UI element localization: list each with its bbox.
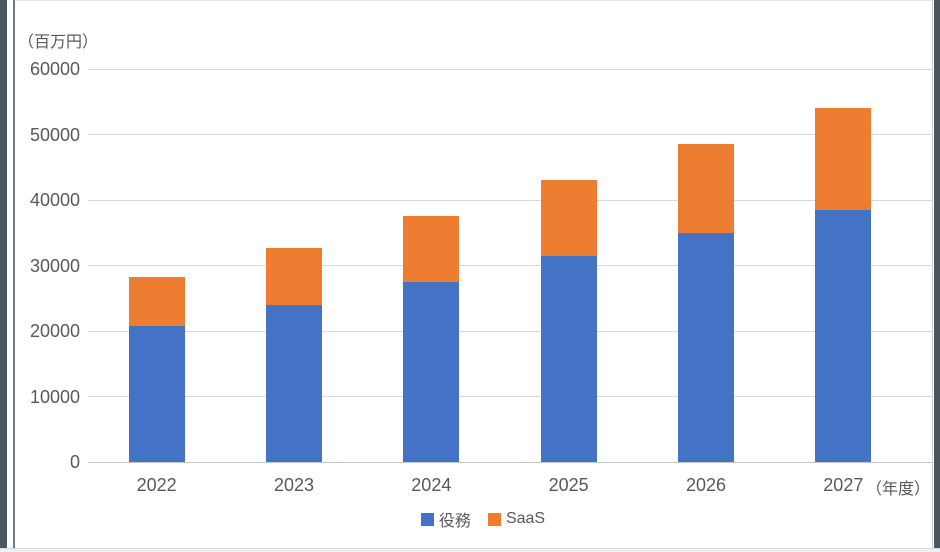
bar-segment-SaaS-2025[interactable] (540, 179, 597, 257)
legend-label: 役務 (438, 513, 471, 530)
bar-segment-役務-2024[interactable] (403, 281, 460, 462)
x-axis-line (88, 461, 933, 463)
y-tick-label: 50000 (29, 124, 80, 145)
gridline (88, 265, 933, 266)
x-tick-label-2023: 2023 (273, 475, 315, 495)
y-tick-label: 60000 (29, 59, 80, 79)
window-bottom-border (0, 548, 940, 552)
bar-segment-SaaS-2022[interactable] (128, 276, 185, 326)
window-top-border (15, 0, 933, 1)
y-tick-label: 20000 (29, 321, 80, 341)
bar-segment-役務-2025[interactable] (540, 256, 597, 462)
legend-swatch-icon (487, 512, 501, 526)
bar-segment-役務-2027[interactable] (815, 210, 872, 462)
gridline (88, 396, 933, 397)
gridline (88, 330, 933, 332)
x-axis-unit-label: （年度） (866, 481, 931, 498)
bar-segment-役務-2026[interactable] (678, 233, 734, 462)
legend-label: SaaS (505, 510, 546, 527)
y-tick-label: 10000 (29, 386, 80, 407)
bar-segment-SaaS-2026[interactable] (678, 143, 734, 234)
y-tick-label: 40000 (29, 190, 80, 210)
x-tick-label-2027: 2027 (823, 475, 864, 495)
x-tick-label-2026: 2026 (685, 475, 727, 495)
legend-item-saas[interactable]: SaaS (487, 510, 546, 528)
bar-segment-役務-2023[interactable] (266, 305, 322, 462)
y-tick-label: 0 (69, 452, 80, 472)
legend-swatch-icon (420, 512, 434, 526)
window-right-edge (934, 0, 940, 552)
gridline (88, 134, 933, 135)
x-tick-label-2024: 2024 (411, 475, 452, 495)
gridline (88, 68, 933, 70)
window-left-border (13, 0, 15, 548)
y-axis-unit-label: （百万円） (18, 34, 99, 51)
legend-item-ekimu[interactable]: 役務 (420, 507, 471, 531)
legend: 役務 SaaS (88, 507, 878, 531)
window-left-edge (0, 0, 7, 552)
bar-segment-SaaS-2023[interactable] (266, 248, 322, 306)
y-tick-label: 30000 (29, 255, 80, 276)
bar-segment-SaaS-2027[interactable] (815, 108, 872, 211)
x-tick-label-2025: 2025 (548, 475, 589, 495)
bar-segment-役務-2022[interactable] (128, 325, 185, 462)
window-right-border (932, 0, 933, 548)
x-tick-label-2022: 2022 (136, 475, 177, 495)
bar-segment-SaaS-2024[interactable] (403, 216, 460, 282)
gridline (88, 199, 933, 201)
